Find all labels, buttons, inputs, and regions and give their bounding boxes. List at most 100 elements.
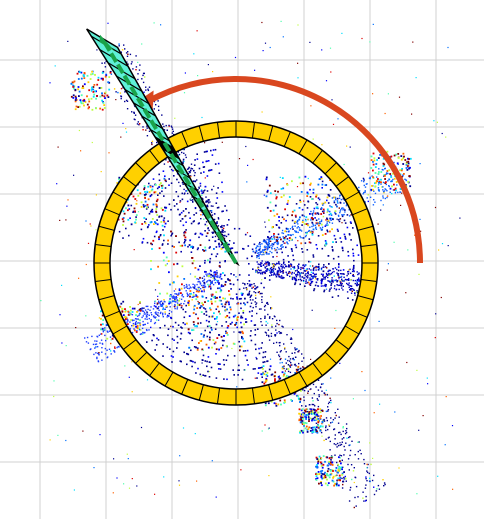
point — [208, 286, 210, 288]
point — [205, 314, 208, 316]
point — [324, 201, 327, 204]
point — [224, 250, 227, 253]
point — [144, 200, 147, 203]
point — [182, 296, 185, 298]
point — [299, 415, 302, 418]
point — [407, 160, 410, 163]
point — [265, 261, 267, 263]
point — [316, 398, 318, 400]
point — [326, 211, 328, 213]
point — [267, 236, 269, 238]
point — [182, 210, 185, 212]
point — [340, 275, 343, 278]
point — [391, 185, 393, 188]
point — [205, 271, 207, 273]
point — [145, 218, 147, 220]
point — [349, 436, 351, 438]
point — [261, 260, 263, 262]
point — [200, 305, 203, 308]
point — [336, 442, 339, 445]
point — [286, 184, 289, 186]
point — [337, 214, 340, 217]
point — [248, 263, 250, 265]
point — [100, 77, 103, 80]
point — [387, 263, 389, 265]
point — [293, 268, 295, 270]
point — [215, 222, 217, 224]
point — [345, 423, 348, 425]
point — [126, 453, 128, 455]
point — [364, 201, 366, 203]
point — [278, 236, 280, 239]
point — [86, 74, 89, 77]
point — [264, 277, 266, 279]
point — [266, 248, 268, 250]
point — [257, 255, 259, 257]
point — [181, 295, 183, 297]
point — [339, 201, 342, 204]
heading-arc — [148, 76, 423, 264]
point — [342, 273, 345, 275]
point — [306, 195, 309, 197]
point — [321, 457, 323, 459]
point — [278, 354, 280, 356]
point — [227, 325, 230, 327]
point — [348, 282, 350, 284]
point — [331, 279, 333, 281]
point — [143, 72, 145, 75]
point — [334, 434, 336, 436]
point — [268, 219, 270, 222]
point — [167, 239, 169, 242]
point — [70, 82, 73, 85]
point — [264, 251, 266, 253]
point — [289, 265, 292, 267]
point — [255, 286, 258, 289]
point — [217, 187, 219, 189]
point — [266, 243, 268, 246]
point — [214, 240, 216, 243]
point — [305, 268, 308, 271]
point — [321, 247, 324, 250]
ring-tick — [198, 384, 204, 401]
point — [208, 371, 211, 373]
point — [338, 456, 340, 459]
point — [208, 169, 210, 172]
point — [104, 62, 106, 64]
point — [298, 412, 300, 415]
ring-tick — [312, 150, 323, 164]
point — [202, 374, 204, 376]
point — [221, 181, 223, 184]
point — [267, 264, 269, 266]
point — [213, 275, 215, 278]
point — [337, 469, 340, 471]
point — [339, 444, 341, 446]
point — [142, 204, 145, 206]
point — [344, 222, 347, 224]
ring-tick — [95, 278, 112, 283]
point — [196, 283, 198, 286]
point — [330, 377, 332, 379]
point — [310, 282, 313, 284]
point — [295, 274, 298, 276]
point — [269, 192, 272, 195]
point — [192, 360, 194, 363]
point — [307, 200, 310, 203]
point — [343, 445, 345, 448]
point — [342, 430, 344, 433]
point — [349, 146, 351, 148]
point — [316, 279, 319, 281]
point — [188, 211, 190, 214]
point — [312, 431, 315, 433]
point — [139, 301, 141, 303]
point — [276, 274, 279, 276]
point — [315, 206, 318, 209]
point — [308, 241, 311, 244]
point — [141, 316, 143, 319]
point — [337, 479, 340, 481]
point — [213, 277, 216, 279]
point — [184, 240, 186, 243]
point — [224, 308, 227, 311]
point — [131, 319, 133, 321]
point — [307, 390, 309, 392]
